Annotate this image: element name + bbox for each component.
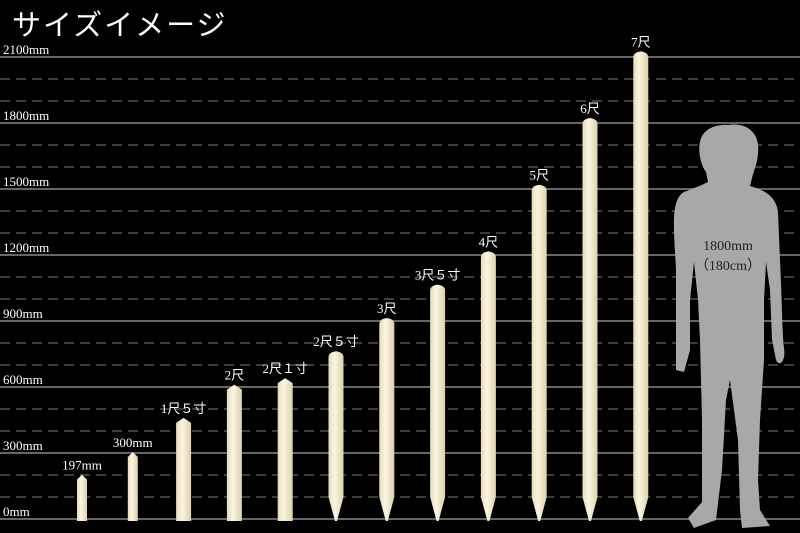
y-tick-label: 1200mm: [3, 240, 49, 255]
bar: [226, 384, 242, 521]
y-tick-label: 1800mm: [3, 108, 49, 123]
bar-label: 3尺: [377, 301, 397, 316]
bar: [582, 118, 598, 521]
bar-label: 6尺: [580, 101, 600, 116]
bar-label: 1尺５寸: [161, 401, 207, 416]
bar: [277, 378, 293, 521]
bar: [480, 251, 496, 522]
human-silhouette: 1800mm （180cm）: [673, 124, 785, 529]
bar: [531, 184, 547, 521]
human-silhouette-icon: [673, 124, 785, 529]
bar-label: 2尺: [225, 368, 245, 383]
human-height-cm-label: （180cm）: [695, 258, 761, 274]
bar-label: 2尺１寸: [262, 361, 308, 376]
page-title: サイズイメージ: [12, 8, 228, 42]
bar: [176, 417, 192, 521]
bar-label: 7尺: [631, 34, 651, 49]
y-tick-label: 2100mm: [3, 42, 49, 57]
y-tick-label: 600mm: [3, 372, 43, 387]
bar-label: 2尺５寸: [313, 334, 359, 349]
bars: 197mm 300mm 1尺５寸 2尺 2尺１寸 2尺５寸 3尺 3尺５寸 4尺 5尺 6尺 7尺: [62, 34, 651, 522]
bar-label: 4尺: [479, 234, 499, 249]
bar: [127, 452, 138, 521]
bar-label: 300mm: [113, 435, 153, 450]
bar: [77, 474, 87, 521]
y-tick-label: 900mm: [3, 306, 43, 321]
y-axis-ticks: 0mm 300mm 600mm 900mm 1200mm 1500mm 1800mm 2100…: [3, 42, 49, 519]
bar-label: 3尺５寸: [415, 268, 461, 283]
y-tick-label: 300mm: [3, 438, 43, 453]
bar: [633, 51, 649, 521]
bar-label: 197mm: [62, 458, 102, 473]
bar-label: 5尺: [529, 168, 549, 183]
bar: [328, 351, 344, 521]
y-tick-label: 0mm: [3, 504, 30, 519]
bar: [379, 318, 395, 521]
bar: [430, 284, 446, 521]
y-tick-label: 1500mm: [3, 174, 49, 189]
human-height-label: 1800mm: [703, 239, 753, 254]
